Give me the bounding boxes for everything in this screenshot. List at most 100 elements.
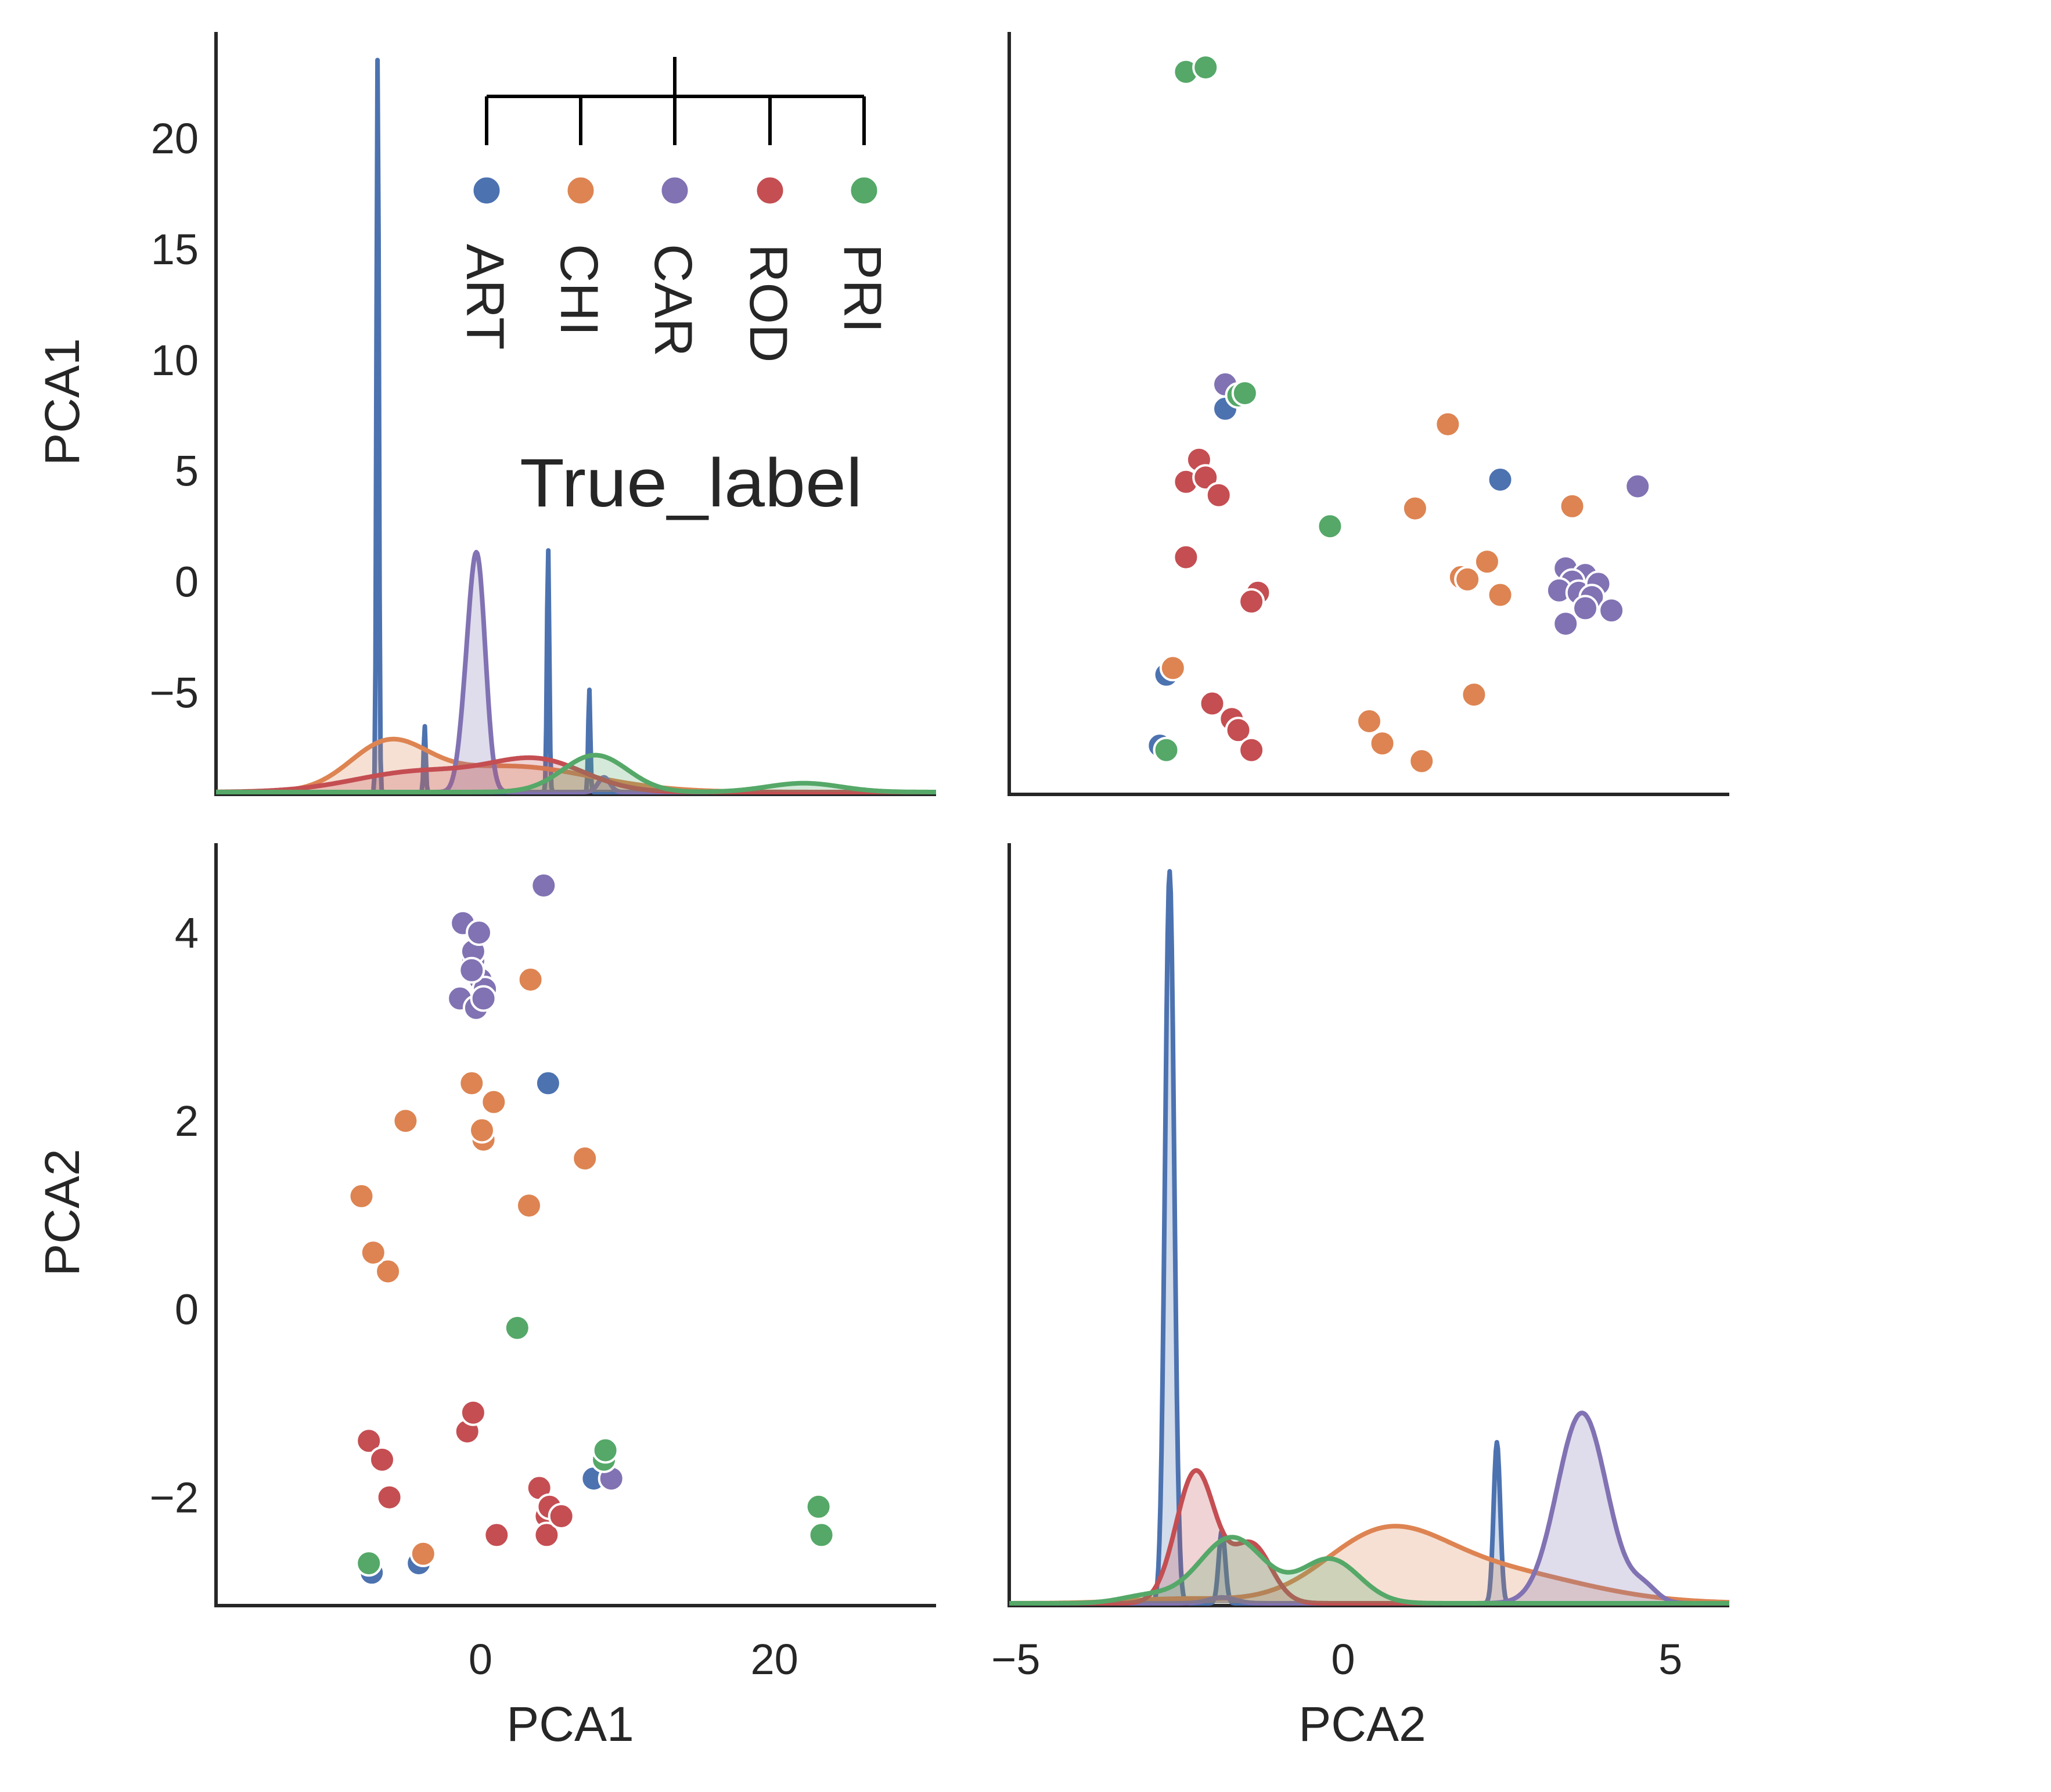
point-chi <box>1559 492 1586 520</box>
kde-line-pri <box>1007 1535 1731 1606</box>
pca1-vs-pca2-ytick-label: 2 <box>175 1097 199 1145</box>
point-rod <box>369 1446 395 1473</box>
xlabel-pca2: PCA2 <box>1298 1697 1426 1751</box>
legend-label-art: ART <box>455 244 514 350</box>
pca1-kde-ytick-label: 20 <box>151 114 199 163</box>
point-car <box>530 872 557 899</box>
point-rod <box>1199 690 1226 717</box>
legend-marker-pri <box>849 175 879 206</box>
legend-marker-car <box>660 175 690 206</box>
kde-fill-car <box>1009 1413 1729 1603</box>
point-chi <box>409 1540 437 1567</box>
kde-fill-chi <box>216 739 936 792</box>
point-chi <box>571 1145 599 1172</box>
pca1-vs-pca2-xtick-label: 20 <box>750 1635 798 1683</box>
pca1-kde-ytick-label: 15 <box>151 225 199 274</box>
point-chi <box>1454 566 1481 593</box>
point-pri <box>355 1550 383 1577</box>
point-chi <box>348 1182 375 1210</box>
pca1-vs-pca2-xtick-label: 0 <box>469 1635 492 1683</box>
point-chi <box>1401 495 1428 522</box>
legend-marker-art <box>472 175 502 206</box>
point-chi <box>1434 411 1462 438</box>
point-rod <box>459 1399 487 1426</box>
ylabel-pca1: PCA1 <box>35 338 89 465</box>
point-art <box>1487 466 1514 493</box>
panel-pca1-kde: −5 0 5 10 15 20 <box>150 32 938 796</box>
point-chi <box>480 1088 508 1115</box>
kde-fill-chi <box>1009 1526 1729 1603</box>
pca2-kde-xtick-label: 0 <box>1331 1635 1355 1683</box>
point-car <box>1598 597 1625 624</box>
point-pri <box>1231 380 1258 407</box>
legend-marker-chi <box>566 175 596 206</box>
point-chi <box>359 1239 387 1266</box>
pca2-kde-xtick-label: −5 <box>991 1635 1040 1683</box>
legend-label-pri: PRI <box>833 244 892 333</box>
kde-fill-rod <box>216 757 936 792</box>
point-car <box>1624 473 1651 500</box>
point-pri <box>592 1437 619 1464</box>
legend-label-car: CAR <box>643 244 703 357</box>
panel-pca2-kde: −5 0 5 <box>991 843 1731 1683</box>
panel-pca1-vs-pca2: −2 0 2 4 0 20 <box>150 843 936 1683</box>
point-rod <box>1192 464 1219 491</box>
point-chi <box>1408 747 1435 775</box>
point-chi <box>458 1070 485 1097</box>
point-rod <box>1225 717 1252 744</box>
point-rod <box>1205 481 1232 509</box>
pca1-kde-ytick-label: 0 <box>175 558 199 606</box>
pca1-vs-pca2-ytick-label: −2 <box>150 1474 199 1522</box>
point-pri <box>805 1493 832 1520</box>
point-car <box>1552 610 1579 638</box>
point-pri <box>1153 736 1180 764</box>
point-rod <box>1172 544 1200 571</box>
kde-fill-pri <box>1009 1537 1729 1603</box>
point-rod <box>1238 736 1265 764</box>
kde-line-rod <box>214 755 938 794</box>
legend-title: True_label <box>520 445 862 521</box>
point-rod <box>483 1521 510 1549</box>
point-chi <box>375 1258 402 1285</box>
point-chi <box>1473 548 1501 575</box>
point-rod <box>533 1521 560 1549</box>
point-rod <box>376 1484 403 1511</box>
pca1-kde-ytick-label: 10 <box>151 336 199 384</box>
point-chi <box>1356 708 1383 735</box>
kde-fill-pri <box>216 755 936 792</box>
kde-line-chi <box>1007 1524 1731 1606</box>
legend-label-rod: ROD <box>739 244 798 362</box>
point-car <box>1572 595 1599 622</box>
xlabel-pca1: PCA1 <box>506 1697 634 1751</box>
point-pri <box>808 1521 835 1549</box>
point-rod <box>548 1503 575 1530</box>
point-chi <box>1487 581 1514 609</box>
point-art <box>534 1070 562 1097</box>
legend: ART CHI CAR ROD PRI True_label <box>455 57 892 521</box>
point-pri <box>503 1314 531 1341</box>
point-rod <box>1238 588 1265 615</box>
point-car <box>470 985 497 1012</box>
kde-line-pri <box>214 753 938 794</box>
panel-pca2-vs-pca1 <box>1007 32 1729 796</box>
pca1-kde-ytick-label: −5 <box>150 668 199 717</box>
legend-label-chi: CHI <box>549 244 609 336</box>
point-chi <box>469 1117 495 1144</box>
pca2-kde-xtick-label: 5 <box>1658 1635 1682 1683</box>
pca1-vs-pca2-ytick-label: 0 <box>175 1285 199 1333</box>
axis-labels: PCA1 PCA2 PCA1 PCA2 <box>35 338 1426 1751</box>
point-car <box>466 919 492 946</box>
pca1-kde-ytick-label: 5 <box>175 447 199 495</box>
point-chi <box>1460 681 1488 708</box>
point-chi <box>517 966 544 993</box>
point-chi <box>1159 654 1186 682</box>
pairplot-panels: −5 0 5 10 15 20 −2 0 2 4 0 20 −5 0 5 <box>150 32 1731 1683</box>
point-chi <box>516 1192 542 1219</box>
ylabel-pca2: PCA2 <box>35 1149 89 1276</box>
point-rod <box>355 1427 383 1455</box>
point-chi <box>392 1107 419 1135</box>
point-pri <box>1192 54 1219 81</box>
point-pri <box>1316 513 1344 540</box>
point-car <box>458 956 485 984</box>
